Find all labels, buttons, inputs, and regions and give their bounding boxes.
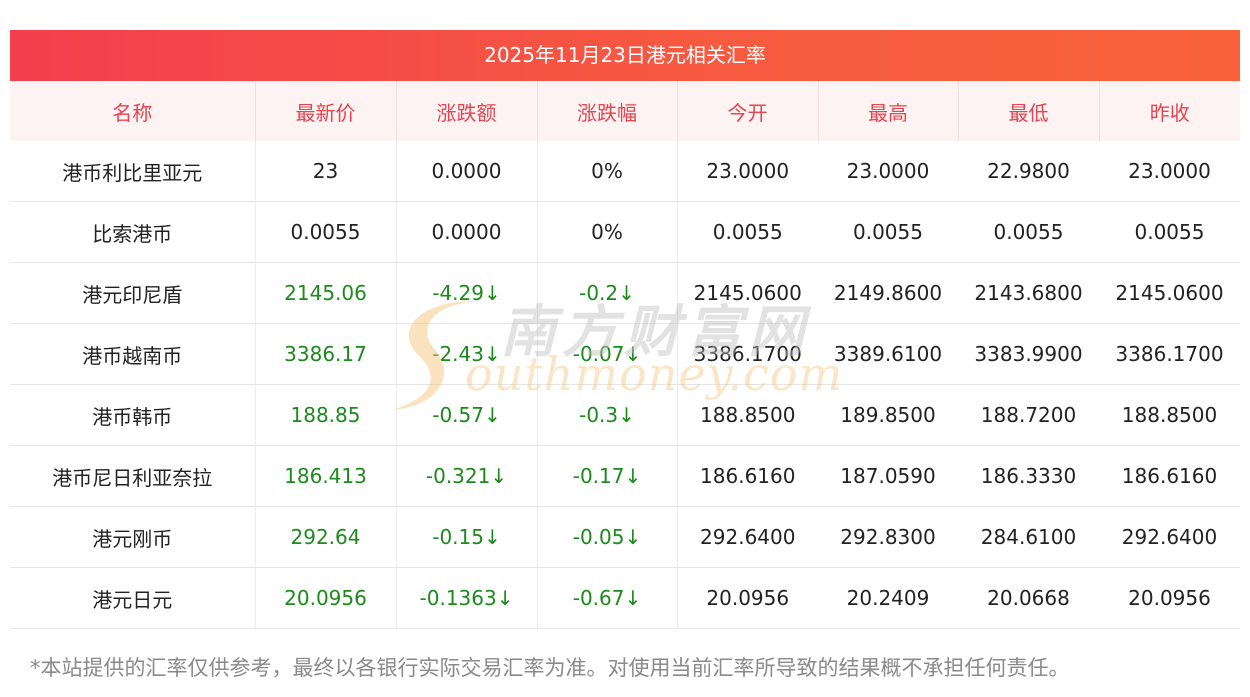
- column-header-prev-close: 昨收: [1099, 81, 1240, 141]
- table-row: 港元印尼盾 2145.06 -4.29↓ -0.2↓ 2145.0600 2149.860…: [10, 262, 1240, 324]
- column-header-latest: 最新价: [255, 81, 397, 141]
- cell-change-pct: -0.67↓: [537, 567, 678, 629]
- cell-change: -0.1363↓: [396, 567, 538, 629]
- cell-low: 3383.9900: [974, 342, 1083, 366]
- cell-high: 23.0000: [846, 159, 930, 183]
- cell-name: 港元刚币: [10, 506, 256, 568]
- table-row: 港币越南币 3386.17 -2.43↓ -0.07↓ 3386.1700 3389.61…: [10, 323, 1240, 385]
- column-header-high: 最高: [818, 81, 959, 141]
- cell-open: 186.6160: [700, 464, 796, 488]
- cell-change: -0.321↓: [396, 445, 538, 507]
- cell-open: 3386.1700: [693, 342, 802, 366]
- disclaimer-text: *本站提供的汇率仅供参考，最终以各银行实际交易汇率为准。对使用当前汇率所导致的结…: [30, 656, 1070, 680]
- cell-change-pct: -0.07↓: [537, 323, 678, 385]
- cell-high: 20.2409: [846, 586, 930, 610]
- cell-name: 比索港币: [10, 201, 256, 263]
- cell-name: 港币利比里亚元: [10, 141, 256, 202]
- table-row: 港元刚币 292.64 -0.15↓ -0.05↓ 292.6400 292.8300 28…: [10, 506, 1240, 568]
- cell-high: 2149.8600: [833, 281, 943, 305]
- column-header-open: 今开: [677, 81, 819, 141]
- cell-change: -0.57↓: [396, 384, 538, 446]
- cell-prev-close: 3386.1700: [1115, 342, 1224, 366]
- table-row: 港币韩币 188.85 -0.57↓ -0.3↓ 188.8500 189.8500 188…: [10, 384, 1240, 446]
- cell-prev-close: 292.6400: [1121, 525, 1218, 549]
- table-row: 比索港币 0.0055 0.0000 0% 0.0055 0.0055 0.0055 0.00…: [10, 201, 1240, 263]
- cell-low: 22.9800: [987, 159, 1070, 183]
- cell-low: 284.6100: [980, 525, 1077, 549]
- cell-high: 0.0055: [853, 220, 923, 244]
- column-header-low: 最低: [958, 81, 1100, 141]
- cell-open: 2145.0600: [693, 281, 802, 305]
- cell-name: 港元印尼盾: [10, 262, 256, 324]
- cell-latest: 23: [255, 141, 397, 202]
- cell-latest: 186.413: [255, 445, 397, 507]
- cell-low: 186.3330: [980, 464, 1077, 488]
- column-header-name: 名称: [10, 81, 256, 141]
- cell-prev-close: 186.6160: [1121, 464, 1218, 488]
- cell-high: 187.0590: [840, 464, 936, 488]
- cell-change: -2.43↓: [396, 323, 538, 385]
- column-header-change: 涨跌额: [396, 81, 538, 141]
- table-body: 港币利比里亚元 23 0.0000 0% 23.0000 23.0000 22.9800 23…: [10, 141, 1240, 629]
- cell-name: 港币韩币: [10, 384, 256, 446]
- cell-low: 20.0668: [987, 586, 1070, 610]
- cell-change-pct: -0.05↓: [537, 506, 678, 568]
- cell-latest: 2145.06: [255, 262, 397, 324]
- cell-change: 0.0000: [396, 141, 538, 202]
- rate-table: 名称 最新价 涨跌额 涨跌幅 今开 最高 最低 昨收 港币利比里亚元 23 0.00…: [10, 81, 1240, 629]
- cell-change-pct: -0.17↓: [537, 445, 678, 507]
- cell-low: 188.7200: [980, 403, 1077, 427]
- cell-open: 188.8500: [700, 403, 796, 427]
- cell-prev-close: 188.8500: [1121, 403, 1218, 427]
- cell-change-pct: -0.3↓: [537, 384, 678, 446]
- rate-table-container: 2025年11月23日港元相关汇率 名称 最新价 涨跌额 涨跌幅 今开 最高 最…: [10, 30, 1240, 629]
- cell-open: 0.0055: [712, 220, 783, 244]
- table-row: 港币尼日利亚奈拉 186.413 -0.321↓ -0.17↓ 186.6160 187.…: [10, 445, 1240, 507]
- cell-change-pct: 0%: [537, 141, 678, 202]
- table-title: 2025年11月23日港元相关汇率: [10, 30, 1240, 81]
- cell-low: 0.0055: [993, 220, 1064, 244]
- cell-latest: 20.0956: [255, 567, 397, 629]
- cell-prev-close: 2145.0600: [1115, 281, 1224, 305]
- cell-change: -0.15↓: [396, 506, 538, 568]
- cell-change: 0.0000: [396, 201, 538, 263]
- cell-high: 292.8300: [840, 525, 936, 549]
- cell-high: 3389.6100: [833, 342, 943, 366]
- table-row: 港元日元 20.0956 -0.1363↓ -0.67↓ 20.0956 20.2409 2…: [10, 567, 1240, 629]
- cell-name: 港币越南币: [10, 323, 256, 385]
- table-row: 港币利比里亚元 23 0.0000 0% 23.0000 23.0000 22.9800 23…: [10, 141, 1240, 202]
- cell-latest: 292.64: [255, 506, 397, 568]
- cell-prev-close: 0.0055: [1134, 220, 1205, 244]
- cell-prev-close: 23.0000: [1128, 159, 1211, 183]
- cell-open: 23.0000: [706, 159, 790, 183]
- cell-name: 港币尼日利亚奈拉: [10, 445, 256, 507]
- cell-latest: 0.0055: [255, 201, 397, 263]
- table-header-row: 名称 最新价 涨跌额 涨跌幅 今开 最高 最低 昨收: [10, 81, 1240, 141]
- cell-change-pct: 0%: [537, 201, 678, 263]
- cell-change-pct: -0.2↓: [537, 262, 678, 324]
- cell-change: -4.29↓: [396, 262, 538, 324]
- cell-latest: 188.85: [255, 384, 397, 446]
- cell-open: 292.6400: [700, 525, 796, 549]
- cell-high: 189.8500: [840, 403, 936, 427]
- column-header-change-pct: 涨跌幅: [537, 81, 678, 141]
- cell-open: 20.0956: [706, 586, 790, 610]
- cell-name: 港元日元: [10, 567, 256, 629]
- cell-latest: 3386.17: [255, 323, 397, 385]
- cell-prev-close: 20.0956: [1128, 586, 1211, 610]
- cell-low: 2143.6800: [974, 281, 1083, 305]
